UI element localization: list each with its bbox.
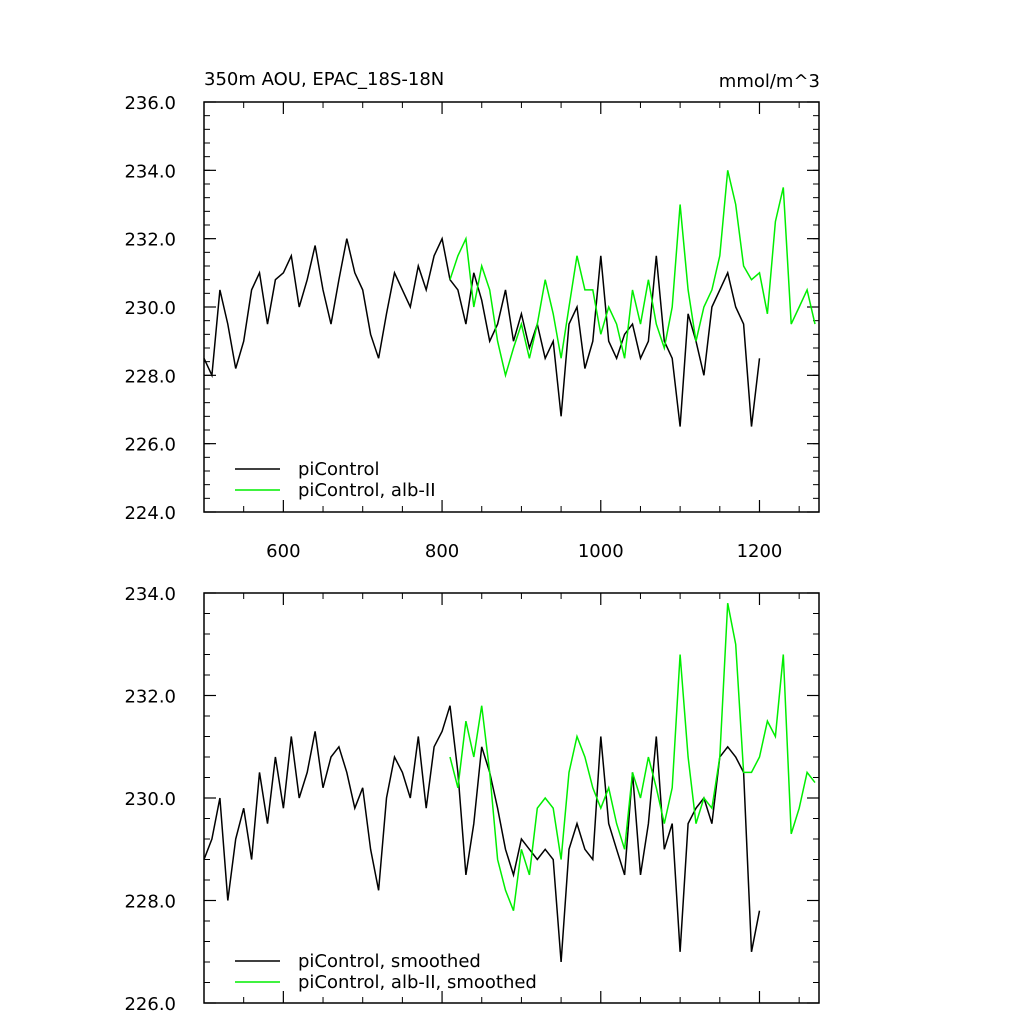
top-series-alb-ii-line xyxy=(449,170,816,379)
top-ytick-label: 232.0 xyxy=(124,230,176,251)
top-ytick-label: 228.0 xyxy=(124,366,176,387)
bottom-series-alb-ii-smoothed-line xyxy=(449,603,816,911)
bottom-axes: 226.0 228.0 230.0 232.0 234.0 xyxy=(124,584,819,1015)
top-panel-units: mmol/m^3 xyxy=(719,71,820,92)
top-ytick-label: 234.0 xyxy=(124,161,176,182)
bottom-ytick-label: 234.0 xyxy=(124,584,176,605)
top-ytick-label: 236.0 xyxy=(124,93,176,114)
bottom-legend: piControl, smoothed piControl, alb-II, s… xyxy=(235,951,537,993)
top-legend-label-alb-ii: piControl, alb-II xyxy=(298,480,436,501)
top-plot-frame xyxy=(203,101,820,513)
bottom-plot-frame xyxy=(203,592,820,1004)
top-xtick-label: 1000 xyxy=(578,541,624,562)
bottom-ytick-label: 230.0 xyxy=(124,789,176,810)
top-legend: piControl piControl, alb-II xyxy=(235,459,436,501)
bottom-legend-label-picontrol-smoothed: piControl, smoothed xyxy=(298,951,481,972)
top-ytick-label: 226.0 xyxy=(124,435,176,456)
bottom-series-picontrol-smoothed-line xyxy=(203,705,761,963)
top-ytick-label: 224.0 xyxy=(124,503,176,524)
top-legend-label-picontrol: piControl xyxy=(298,459,380,480)
bottom-panel: 226.0 228.0 230.0 232.0 234.0 piControl, smo… xyxy=(124,584,820,1015)
top-series-picontrol-line xyxy=(203,236,761,427)
top-xtick-label: 1200 xyxy=(737,541,783,562)
top-axes: 224.0 226.0 228.0 230.0 232.0 234.0 236.0 600 80… xyxy=(124,93,819,562)
top-xtick-label: 600 xyxy=(266,541,300,562)
bottom-ytick-label: 228.0 xyxy=(124,892,176,913)
bottom-ytick-label: 226.0 xyxy=(124,994,176,1015)
top-panel: 350m AOU, EPAC_18S-18N mmol/m^3 224.0 226… xyxy=(124,69,820,562)
top-panel-title: 350m AOU, EPAC_18S-18N xyxy=(204,69,444,90)
top-ytick-label: 230.0 xyxy=(124,298,176,319)
bottom-legend-label-alb-ii-smoothed: piControl, alb-II, smoothed xyxy=(298,972,537,993)
bottom-ytick-label: 232.0 xyxy=(124,687,176,708)
top-xtick-label: 800 xyxy=(425,541,459,562)
